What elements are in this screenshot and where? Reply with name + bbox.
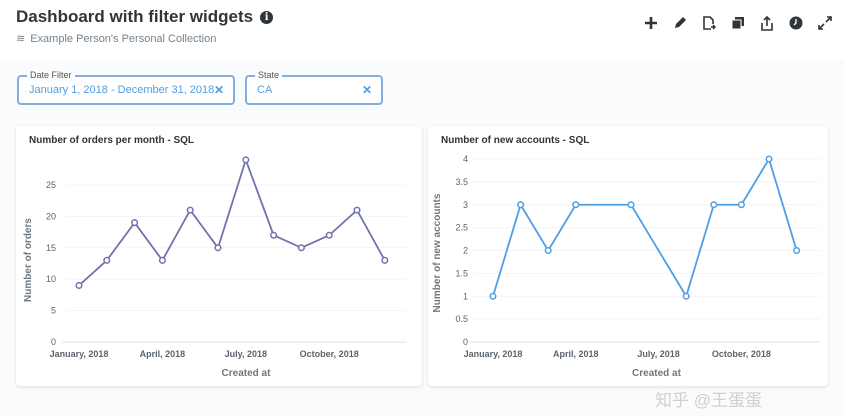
data-point[interactable] <box>103 256 111 264</box>
data-point[interactable] <box>186 206 194 214</box>
x-tick-label: April, 2018 <box>553 349 599 359</box>
data-point[interactable] <box>737 201 745 209</box>
data-point[interactable] <box>682 292 690 300</box>
add-icon[interactable] <box>642 14 660 32</box>
orders-per-month-card[interactable]: Number of orders per month - SQL 0 5 10 15 2… <box>16 126 422 386</box>
y-tick-label: 20 <box>46 211 56 221</box>
x-axis-label: Created at <box>632 368 682 379</box>
y-tick-label: 1.5 <box>455 268 468 278</box>
accounts-line-chart: 0 0.5 1 1.5 2 2.5 3 3.5 4 January, 2018 April, 201… <box>432 154 820 379</box>
auto-refresh-clock-icon[interactable] <box>787 14 805 32</box>
y-tick-label: 3.5 <box>455 177 468 187</box>
data-point[interactable] <box>131 219 139 227</box>
data-point[interactable] <box>544 246 552 255</box>
move-document-icon[interactable] <box>700 14 718 32</box>
card-title[interactable]: Number of orders per month - SQL <box>29 135 195 146</box>
y-tick-label: 5 <box>51 306 56 316</box>
data-point[interactable] <box>517 201 525 209</box>
data-point[interactable] <box>710 201 718 209</box>
y-axis-label: Number of new accounts <box>432 193 443 312</box>
data-point[interactable] <box>489 292 497 300</box>
duplicate-icon[interactable] <box>729 14 747 32</box>
y-tick-label: 0.5 <box>455 314 468 324</box>
x-tick-label: April, 2018 <box>140 349 186 359</box>
card-title[interactable]: Number of new accounts - SQL <box>441 135 590 146</box>
data-point[interactable] <box>75 281 83 290</box>
data-point[interactable] <box>353 206 361 214</box>
state-filter-widget[interactable]: State CA ✕ <box>245 70 383 105</box>
data-point[interactable] <box>572 201 580 209</box>
data-point[interactable] <box>325 231 333 239</box>
data-point[interactable] <box>297 244 305 252</box>
fullscreen-icon[interactable] <box>816 14 834 32</box>
series-line <box>492 156 798 299</box>
y-tick-label: 25 <box>46 180 56 190</box>
x-tick-label: July, 2018 <box>225 349 267 359</box>
y-tick-label: 2 <box>463 246 468 256</box>
y-tick-label: 10 <box>46 274 56 284</box>
dashboard-header: Dashboard with filter widgets i ≋ Exampl… <box>0 0 844 60</box>
x-tick-label: January, 2018 <box>50 349 109 359</box>
data-point[interactable] <box>158 256 166 264</box>
edit-pencil-icon[interactable] <box>671 14 689 32</box>
x-axis-label: Created at <box>222 368 272 379</box>
y-axis-label: Number of orders <box>23 218 34 302</box>
data-point[interactable] <box>765 155 773 163</box>
y-tick-label: 4 <box>463 154 468 164</box>
y-tick-label: 0 <box>463 337 468 347</box>
dashboard-toolbar <box>642 14 834 32</box>
x-tick-label: July, 2018 <box>637 349 679 359</box>
clear-state-filter-icon[interactable]: ✕ <box>361 83 372 97</box>
data-point[interactable] <box>381 256 389 264</box>
y-tick-label: 2.5 <box>455 223 468 233</box>
date-filter-widget[interactable]: Date Filter January 1, 2018 - December 3… <box>17 70 235 105</box>
data-point[interactable] <box>270 231 278 239</box>
y-tick-label: 1 <box>463 291 468 301</box>
data-point[interactable] <box>214 244 222 252</box>
watermark: 知乎 @王蛋蛋 <box>655 391 762 410</box>
page-title: Dashboard with filter widgets i <box>16 7 274 27</box>
data-point[interactable] <box>242 156 250 164</box>
info-icon[interactable]: i <box>260 10 274 24</box>
y-tick-label: 15 <box>46 243 56 253</box>
clear-date-filter-icon[interactable]: ✕ <box>213 83 224 97</box>
x-tick-label: October, 2018 <box>712 349 771 359</box>
y-tick-label: 0 <box>51 337 56 347</box>
new-accounts-card[interactable]: Number of new accounts - SQL 0 0.5 1 1.5 2 2.… <box>428 126 828 386</box>
collection-breadcrumb[interactable]: ≋ Example Person's Personal Collection <box>16 32 217 46</box>
y-tick-label: 3 <box>463 200 468 210</box>
share-icon[interactable] <box>758 14 776 32</box>
orders-line-chart: 0 5 10 15 20 25 January, 2018 April, 2018 July, … <box>23 156 406 379</box>
series-line <box>78 157 386 287</box>
data-point[interactable] <box>793 246 801 255</box>
x-tick-label: October, 2018 <box>300 349 359 359</box>
data-point[interactable] <box>627 201 635 209</box>
x-tick-label: January, 2018 <box>464 349 523 359</box>
collection-icon: ≋ <box>16 33 26 45</box>
